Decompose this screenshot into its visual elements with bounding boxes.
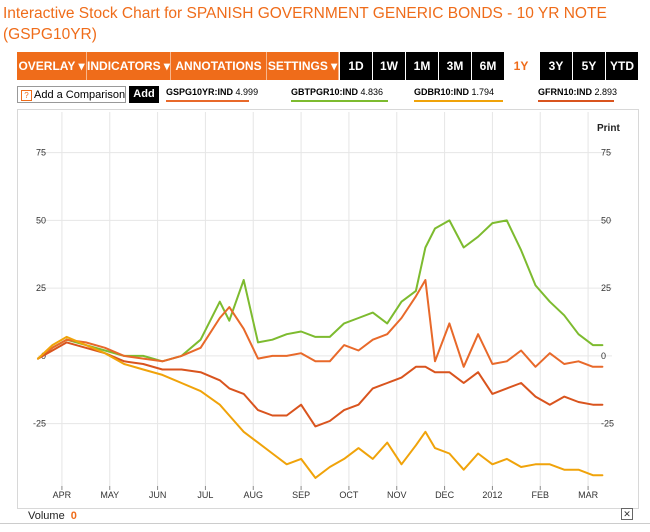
x-tick-label: DEC [435,490,455,500]
period-5y-button[interactable]: 5Y [573,52,605,80]
legend-ticker: GBTPGR10:IND [291,87,359,97]
add-comparison-input[interactable]: ? Add a Comparison [17,86,126,103]
settings-menu-button[interactable]: SETTINGS ▾ [267,52,339,80]
x-tick-label: AUG [243,490,263,500]
help-icon: ? [21,90,32,101]
legend-value: 4.999 [235,87,259,97]
series-line-gbtpgr10-ind [37,219,604,363]
legend-item-gfrn10: GFRN10:IND 2.893 [538,87,617,97]
add-comparison-label: Add a Comparison [34,89,126,101]
legend-item-gdbr10: GDBR10:IND 1.794 [414,87,494,97]
y-tick-label-right: -25 [601,419,614,429]
x-tick-label: SEP [292,490,310,500]
volume-panel: Volume 0 [28,510,77,522]
x-tick-label: APR [53,490,72,500]
volume-label: Volume [28,510,65,522]
series-line-gdbr10-ind [37,335,604,479]
close-icon[interactable]: ✕ [621,508,633,520]
x-tick-label: MAR [578,490,599,500]
x-tick-label: NOV [387,490,407,500]
legend-item-gspg10yr: GSPG10YR:IND 4.999 [166,87,258,97]
series-line-gspg10yr-ind [37,279,604,368]
indicators-menu-button[interactable]: INDICATORS ▾ [87,52,171,80]
period-1d-button[interactable]: 1D [340,52,372,80]
period-3m-button[interactable]: 3M [439,52,471,80]
volume-value: 0 [70,510,77,522]
period-ytd-button[interactable]: YTD [606,52,638,80]
x-tick-label: JUN [149,490,167,500]
add-comparison-button[interactable]: Add [129,86,159,103]
legend-swatch [538,100,614,102]
y-tick-label-right: 50 [601,215,611,225]
divider [0,523,650,524]
annotations-menu-button[interactable]: ANNOTATIONS ▾ [171,52,267,101]
y-tick-label-right: 25 [601,283,611,293]
legend-swatch [414,100,503,102]
chart-frame [17,109,639,509]
legend-value: 1.794 [471,87,495,97]
period-3y-button[interactable]: 3Y [540,52,572,80]
y-tick-label-right: 0 [601,351,606,361]
y-tick-label-left: 25 [36,283,46,293]
legend-swatch [291,100,388,102]
overlay-menu-button[interactable]: OVERLAY ▾ [17,52,87,80]
y-tick-label-right: 75 [601,148,611,158]
legend-value: 2.893 [594,87,618,97]
print-link[interactable]: Print [597,123,620,134]
legend-value: 4.836 [360,87,384,97]
x-tick-label: JUL [197,490,213,500]
period-1y-button[interactable]: 1Y [505,52,537,80]
y-tick-label-left: 75 [36,148,46,158]
period-1m-button[interactable]: 1M [406,52,438,80]
page-title: Interactive Stock Chart for SPANISH GOVE… [3,5,607,43]
period-6m-button[interactable]: 6M [472,52,504,80]
legend-ticker: GDBR10:IND [414,87,470,97]
y-tick-label-left: -25 [33,419,46,429]
legend-swatch [166,100,249,102]
x-tick-label: MAY [100,490,119,500]
legend-item-gbtpgr10: GBTPGR10:IND 4.836 [291,87,383,97]
x-tick-label: FEB [531,490,549,500]
chart-toolbar: OVERLAY ▾ INDICATORS ▾ ANNOTATIONS ▾ SET… [17,52,639,101]
legend-ticker: GFRN10:IND [538,87,593,97]
x-tick-label: OCT [339,490,359,500]
y-tick-label-left: 50 [36,215,46,225]
legend-ticker: GSPG10YR:IND [166,87,234,97]
series-line-gfrn10-ind [37,341,604,428]
period-1w-button[interactable]: 1W [373,52,405,80]
x-tick-label: 2012 [482,490,502,500]
